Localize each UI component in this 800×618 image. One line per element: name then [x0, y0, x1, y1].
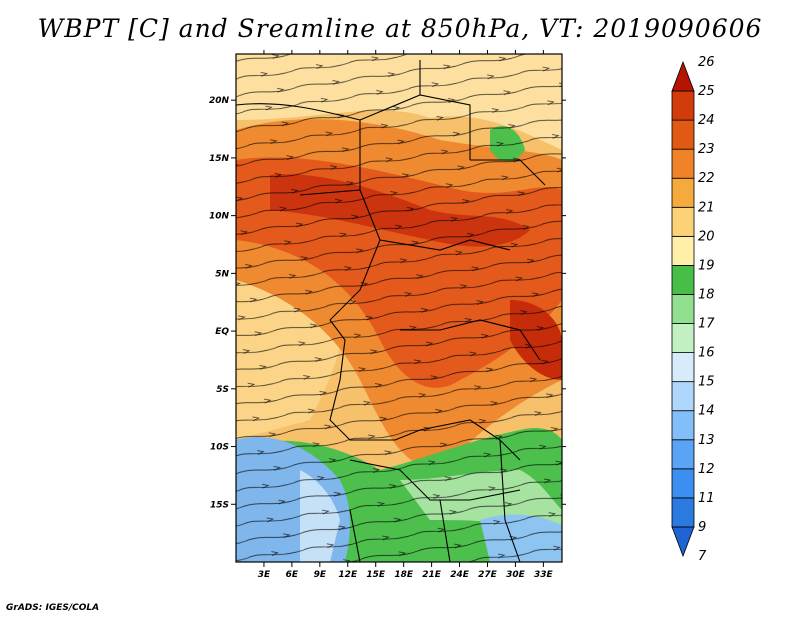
colorbar-level-label: 22: [698, 171, 715, 186]
colorbar-bin: [671, 265, 695, 295]
colorbar-bin: [671, 235, 695, 266]
lon-tick-label: 21E: [422, 570, 442, 580]
lat-tick-label: 10N: [209, 212, 230, 222]
colorbar-level-label: 20: [698, 229, 715, 244]
lon-tick-label: 33E: [534, 570, 554, 580]
colorbar-level-label: 15: [698, 375, 715, 390]
colorbar-bin: [671, 410, 695, 441]
lon-tick-label: 12E: [338, 570, 358, 580]
lon-tick-label: 27E: [478, 570, 498, 580]
colorbar-bin: [671, 177, 695, 208]
colorbar-bin: [671, 90, 695, 121]
longitude-axis: 3E 6E 9E 12E 15E 18E 21E 24E 27E 30E 33E: [258, 50, 554, 580]
colorbar-bin: [671, 497, 695, 528]
colorbar-bin: [671, 206, 695, 237]
colorbar-bin: [671, 468, 695, 499]
country-borders: [236, 60, 546, 562]
lon-tick-label: 24E: [450, 570, 470, 580]
lat-tick-label: 10S: [210, 443, 229, 453]
colorbar-level-label: 14: [698, 404, 715, 419]
colorbar-bin: [671, 526, 695, 558]
lon-tick-label: 6E: [286, 570, 299, 580]
colorbar-bin: [671, 381, 695, 412]
colorbar-bin: [671, 60, 695, 92]
colorbar-level-label: 13: [698, 433, 715, 448]
lat-tick-label: EQ: [215, 327, 229, 337]
streamline-overlay: [236, 54, 562, 562]
map-title: WBPT [C] and Sreamline at 850hPa, VT: 20…: [37, 14, 763, 43]
colorbar-level-label: 12: [698, 462, 715, 477]
wbpt-colorbar: 7 9 11 12 13 14 15 16 17 18 19 20 21 22 23 24 25 26: [671, 55, 715, 564]
colorbar-bin: [671, 294, 695, 324]
colorbar-level-label: 7: [698, 549, 707, 564]
lat-tick-label: 5S: [216, 385, 229, 395]
colorbar-level-label: 18: [698, 287, 715, 302]
colorbar-bin: [671, 439, 695, 470]
lon-tick-label: 18E: [394, 570, 414, 580]
colorbar-level-label: 9: [698, 520, 706, 535]
lon-tick-label: 15E: [366, 570, 386, 580]
lon-tick-label: 9E: [314, 570, 327, 580]
colorbar-level-label: 21: [698, 200, 715, 215]
colorbar-bin: [671, 119, 695, 150]
lat-tick-label: 15N: [209, 154, 230, 164]
colorbar-level-label: 25: [698, 84, 715, 99]
colorbar-level-label: 23: [698, 142, 715, 157]
lat-tick-label: 5N: [215, 269, 229, 279]
colorbar-level-label: 26: [698, 55, 715, 70]
lon-tick-label: 3E: [258, 570, 271, 580]
lon-tick-label: 30E: [506, 570, 526, 580]
colorbar-level-label: 11: [698, 491, 715, 506]
colorbar-bin: [671, 323, 695, 353]
colorbar-level-label: 16: [698, 346, 715, 361]
colorbar-level-label: 17: [698, 317, 715, 332]
colorbar-bin: [671, 148, 695, 179]
wbpt-field: [236, 54, 562, 562]
colorbar-bin: [671, 352, 695, 383]
latitude-axis: 20N 15N 10N 5N EQ 5S 10S 15S: [209, 96, 566, 510]
colorbar-level-label: 24: [698, 113, 715, 128]
colorbar-level-label: 19: [698, 258, 715, 273]
map-frame: [235, 53, 563, 563]
lat-tick-label: 20N: [209, 96, 230, 106]
grads-credit: GrADS: IGES/COLA: [6, 603, 100, 613]
lat-tick-label: 15S: [210, 500, 229, 510]
